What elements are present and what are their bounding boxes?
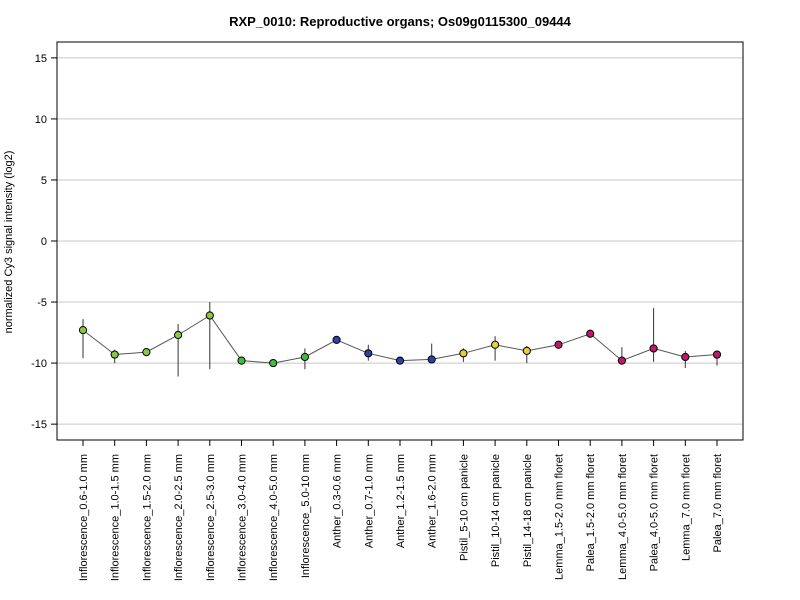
x-tick-label: Inflorescence_0.6-1.0 mm <box>78 454 90 581</box>
x-tick-label: Anther_1.2-1.5 mm <box>395 454 407 548</box>
x-tick-label: Pistil_5-10 cm panicle <box>458 454 470 561</box>
x-tick-label: Anther_0.3-0.6 mm <box>332 454 344 548</box>
data-point <box>554 340 563 349</box>
x-tick-label: Lemma_4.0-5.0 mm floret <box>617 454 629 580</box>
error-bars <box>82 302 718 377</box>
data-point <box>174 330 183 340</box>
x-tick-label: Palea_4.0-5.0 mm floret <box>649 454 661 571</box>
data-points <box>78 311 722 368</box>
x-tick-label: Inflorescence_1.5-2.0 mm <box>141 454 153 581</box>
x-tick-label: Inflorescence_2.5-3.0 mm <box>205 454 217 581</box>
data-point <box>712 350 722 359</box>
y-tick-label: 15 <box>35 53 47 65</box>
x-tick-label: Inflorescence_1.0-1.5 mm <box>110 454 122 581</box>
data-point <box>395 356 405 365</box>
y-tick-label: -15 <box>31 419 47 431</box>
data-point <box>459 349 468 358</box>
x-tick-label: Lemma_1.5-2.0 mm floret <box>554 454 566 580</box>
data-point <box>681 352 690 362</box>
data-point <box>617 356 627 365</box>
x-tick-label: Anther_1.6-2.0 mm <box>427 454 439 548</box>
gridlines <box>57 57 743 425</box>
x-tick-label: Inflorescence_3.0-4.0 mm <box>237 454 249 581</box>
data-point <box>649 344 658 353</box>
chart-title: RXP_0010: Reproductive organs; Os09g0115… <box>229 14 572 29</box>
data-point <box>332 335 341 344</box>
x-tick-label: Palea_1.5-2.0 mm floret <box>585 454 597 571</box>
data-point <box>269 358 278 368</box>
x-tick-label: Inflorescence_2.0-2.5 mm <box>173 454 185 581</box>
data-point <box>205 311 214 320</box>
y-tick-label: -5 <box>37 297 47 309</box>
y-tick-label: 10 <box>35 114 47 126</box>
x-tick-label: Inflorescence_5.0-10 mm <box>300 454 312 578</box>
y-tick-label: -10 <box>31 358 47 370</box>
x-tick-label: Anther_0.7-1.0 mm <box>363 454 375 548</box>
x-tick-label: Inflorescence_4.0-5.0 mm <box>268 454 280 581</box>
y-tick-label: 0 <box>41 236 47 248</box>
x-tick-label: Palea_7.0 mm floret <box>712 454 724 552</box>
data-point <box>522 346 531 355</box>
y-tick-label: 5 <box>41 175 47 187</box>
data-point <box>110 350 119 359</box>
data-point <box>364 349 373 358</box>
x-tick-label: Pistil_14-18 cm panicle <box>522 454 534 567</box>
data-point <box>427 355 436 364</box>
x-tick-label: Pistil_10-14 cm panicle <box>490 454 502 567</box>
x-axis: Inflorescence_0.6-1.0 mm Inflorescence_1.… <box>78 440 724 581</box>
data-point <box>142 347 151 357</box>
y-axis-label: normalized Cy3 signal intensity (log2) <box>3 151 15 334</box>
x-tick-label: Lemma_7.0 mm floret <box>680 454 692 561</box>
data-point <box>237 356 246 365</box>
data-point <box>300 352 309 362</box>
data-point <box>78 326 88 335</box>
y-axis: -15 -10 -5 0 5 10 15 <box>31 53 57 431</box>
data-point <box>586 329 595 338</box>
data-point <box>491 340 500 349</box>
